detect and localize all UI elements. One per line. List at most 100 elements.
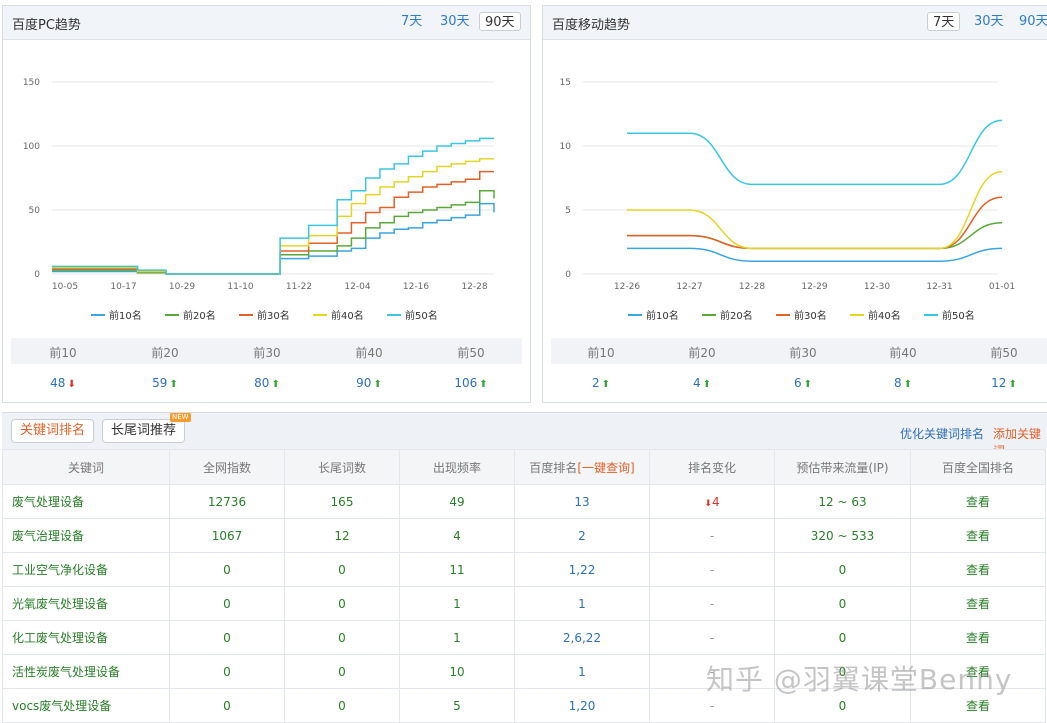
x-tick-label: 12-31 bbox=[926, 282, 952, 292]
pc-summary-label-0: 前10 bbox=[33, 344, 93, 361]
tab-longtail-recommend[interactable]: 长尾词推荐 bbox=[102, 419, 185, 443]
x-tick-label: 12-04 bbox=[344, 282, 370, 292]
frequency-cell: 11 bbox=[400, 553, 515, 587]
keyword-cell[interactable]: 化工废气处理设备 bbox=[3, 621, 170, 655]
arrow-up-icon: ⬆ bbox=[373, 379, 381, 390]
rank-cell[interactable]: 13 bbox=[515, 485, 650, 519]
pc-summary-value-3[interactable]: 90⬆ bbox=[339, 376, 399, 390]
mobile-summary-value-3[interactable]: 8⬆ bbox=[873, 376, 933, 390]
y-tick-label: 0 bbox=[34, 270, 40, 280]
pc-summary-value-4[interactable]: 106⬆ bbox=[441, 376, 501, 390]
pc-panel-title: 百度PC趋势 bbox=[12, 14, 81, 33]
legend-label[interactable]: 前20名 bbox=[720, 309, 753, 322]
longtail-cell: 12 bbox=[285, 519, 400, 553]
arrow-down-icon: ⬇ bbox=[67, 379, 75, 390]
rank-cell[interactable]: 1 bbox=[515, 655, 650, 689]
pc-summary-number: 80 bbox=[254, 376, 269, 390]
mobile-summary-number: 8 bbox=[894, 376, 902, 390]
legend-label[interactable]: 前10名 bbox=[646, 309, 679, 322]
keyword-cell[interactable]: 废气处理设备 bbox=[3, 485, 170, 519]
frequency-cell: 5 bbox=[400, 689, 515, 723]
view-link[interactable]: 查看 bbox=[911, 485, 1046, 519]
pc-summary-value-2[interactable]: 80⬆ bbox=[237, 376, 297, 390]
mobile-summary-value-0[interactable]: 2⬆ bbox=[571, 376, 631, 390]
pc-summary-value-1[interactable]: 59⬆ bbox=[135, 376, 195, 390]
longtail-cell: 0 bbox=[285, 587, 400, 621]
view-link[interactable]: 查看 bbox=[911, 621, 1046, 655]
col-national-rank: 百度全国排名 bbox=[911, 450, 1046, 485]
legend-label[interactable]: 前30名 bbox=[794, 309, 827, 322]
rank-cell[interactable]: 2,6,22 bbox=[515, 621, 650, 655]
tab-keyword-ranking[interactable]: 关键词排名 bbox=[11, 419, 94, 443]
legend-label[interactable]: 前10名 bbox=[109, 309, 142, 322]
legend-label[interactable]: 前40名 bbox=[331, 309, 364, 322]
legend-label[interactable]: 前50名 bbox=[942, 309, 975, 322]
legend-label[interactable]: 前30名 bbox=[257, 309, 290, 322]
mobile-summary-number: 4 bbox=[693, 376, 701, 390]
col-rank-change: 排名变化 bbox=[650, 450, 775, 485]
pc-summary-label-4: 前50 bbox=[441, 344, 501, 361]
view-link[interactable]: 查看 bbox=[911, 553, 1046, 587]
pc-summary-value-0[interactable]: 48⬇ bbox=[33, 376, 93, 390]
pc-summary-number: 106 bbox=[454, 376, 477, 390]
mobile-range-90d[interactable]: 90天 bbox=[1014, 12, 1047, 31]
rank-change-cell: - bbox=[650, 553, 775, 587]
optimize-keyword-link[interactable]: 优化关键词排名 bbox=[900, 425, 984, 442]
col-longtail: 长尾词数 bbox=[285, 450, 400, 485]
mobile-summary-value-1[interactable]: 4⬆ bbox=[672, 376, 732, 390]
rank-cell[interactable]: 1,20 bbox=[515, 689, 650, 723]
traffic-cell: 320 ~ 533 bbox=[775, 519, 911, 553]
mobile-summary-number: 6 bbox=[794, 376, 802, 390]
rank-cell[interactable]: 1,22 bbox=[515, 553, 650, 587]
keyword-cell[interactable]: 活性炭废气处理设备 bbox=[3, 655, 170, 689]
view-link[interactable]: 查看 bbox=[911, 519, 1046, 553]
keyword-cell[interactable]: vocs废气处理设备 bbox=[3, 689, 170, 723]
keyword-cell[interactable]: 废气治理设备 bbox=[3, 519, 170, 553]
watermark: 知乎 @羽翼课堂Benny bbox=[706, 658, 1012, 698]
keyword-cell[interactable]: 工业空气净化设备 bbox=[3, 553, 170, 587]
mobile-summary-label-0: 前10 bbox=[571, 344, 631, 361]
rank-change-cell: ⬇4 bbox=[650, 485, 775, 519]
series-line-0 bbox=[52, 204, 494, 274]
col-traffic: 预估带来流量(IP) bbox=[775, 450, 911, 485]
pc-panel-header: 百度PC趋势 7天 30天 90天 bbox=[3, 6, 530, 40]
series-line-0 bbox=[627, 248, 1002, 261]
traffic-cell: 0 bbox=[775, 621, 911, 655]
rank-cell[interactable]: 1 bbox=[515, 587, 650, 621]
mobile-summary-value-2[interactable]: 6⬆ bbox=[773, 376, 833, 390]
index-cell: 0 bbox=[170, 553, 285, 587]
mobile-summary-number: 12 bbox=[991, 376, 1006, 390]
longtail-cell: 0 bbox=[285, 621, 400, 655]
arrow-up-icon: ⬆ bbox=[169, 379, 177, 390]
arrow-up-icon: ⬆ bbox=[703, 379, 711, 390]
legend-label[interactable]: 前40名 bbox=[868, 309, 901, 322]
y-tick-label: 100 bbox=[23, 142, 40, 152]
x-tick-label: 10-17 bbox=[110, 282, 136, 292]
y-tick-label: 15 bbox=[560, 78, 571, 88]
index-cell: 12736 bbox=[170, 485, 285, 519]
view-link[interactable]: 查看 bbox=[911, 587, 1046, 621]
legend-label[interactable]: 前20名 bbox=[183, 309, 216, 322]
mobile-range-7d[interactable]: 7天 bbox=[927, 12, 960, 31]
series-line-2 bbox=[627, 197, 1002, 248]
table-header-row: 关键词 全网指数 长尾词数 出现频率 百度排名[一键查询] 排名变化 预估带来流… bbox=[3, 450, 1047, 485]
x-tick-label: 10-05 bbox=[52, 282, 78, 292]
mobile-range-30d[interactable]: 30天 bbox=[969, 12, 1009, 31]
rank-cell[interactable]: 2 bbox=[515, 519, 650, 553]
one-click-query-link[interactable]: [一键查询] bbox=[577, 461, 634, 475]
series-line-4 bbox=[627, 120, 1002, 184]
keyword-cell[interactable]: 光氧废气处理设备 bbox=[3, 587, 170, 621]
longtail-cell: 165 bbox=[285, 485, 400, 519]
legend-label[interactable]: 前50名 bbox=[405, 309, 438, 322]
pc-range-30d[interactable]: 30天 bbox=[435, 12, 475, 31]
mobile-summary-value-4[interactable]: 12⬆ bbox=[974, 376, 1034, 390]
x-tick-label: 12-16 bbox=[403, 282, 429, 292]
col-baidu-rank: 百度排名[一键查询] bbox=[515, 450, 650, 485]
pc-range-90d[interactable]: 90天 bbox=[479, 12, 521, 31]
pc-range-7d[interactable]: 7天 bbox=[396, 12, 427, 31]
